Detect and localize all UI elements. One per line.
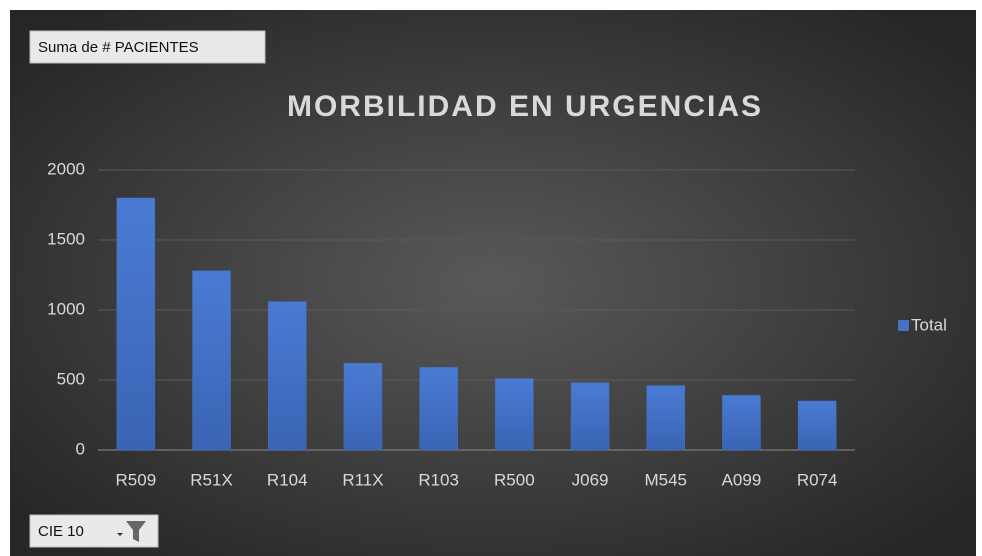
- chart-background: [10, 10, 976, 556]
- bar: [268, 301, 307, 451]
- chart-title: MORBILIDAD EN URGENCIAS: [287, 90, 763, 123]
- x-tick-label: R103: [418, 470, 459, 489]
- x-tick-label: J069: [572, 470, 609, 489]
- x-tick-label: R51X: [190, 470, 233, 489]
- bar: [570, 382, 610, 451]
- legend-label: Total: [911, 315, 947, 334]
- legend-swatch: [898, 320, 909, 331]
- x-tick-label: R11X: [342, 470, 383, 489]
- dropdown-arrow: [117, 533, 123, 536]
- x-tick-label: R074: [797, 470, 838, 489]
- bar: [722, 395, 761, 451]
- bar: [646, 385, 685, 451]
- y-tick-label: 500: [57, 369, 85, 388]
- bar: [343, 362, 383, 451]
- y-tick-label: 0: [76, 439, 85, 458]
- value-field-button[interactable]: [29, 30, 266, 64]
- y-tick-label: 1000: [47, 299, 85, 318]
- x-tick-label: R500: [494, 470, 535, 489]
- filter-icon: [126, 521, 146, 542]
- value-field-label: Suma de # PACIENTES: [38, 39, 199, 56]
- bar: [116, 197, 156, 451]
- x-tick-label: R104: [267, 470, 308, 489]
- bar: [419, 367, 458, 451]
- y-tick-label: 2000: [47, 159, 85, 178]
- x-tick-label: R509: [116, 470, 157, 489]
- bar: [495, 378, 534, 451]
- bar: [797, 400, 837, 451]
- y-tick-label: 1500: [47, 229, 85, 248]
- axis-field-label: CIE 10: [38, 523, 84, 540]
- bar: [192, 270, 231, 451]
- x-tick-label: M545: [644, 470, 687, 489]
- x-tick-label: A099: [722, 470, 762, 489]
